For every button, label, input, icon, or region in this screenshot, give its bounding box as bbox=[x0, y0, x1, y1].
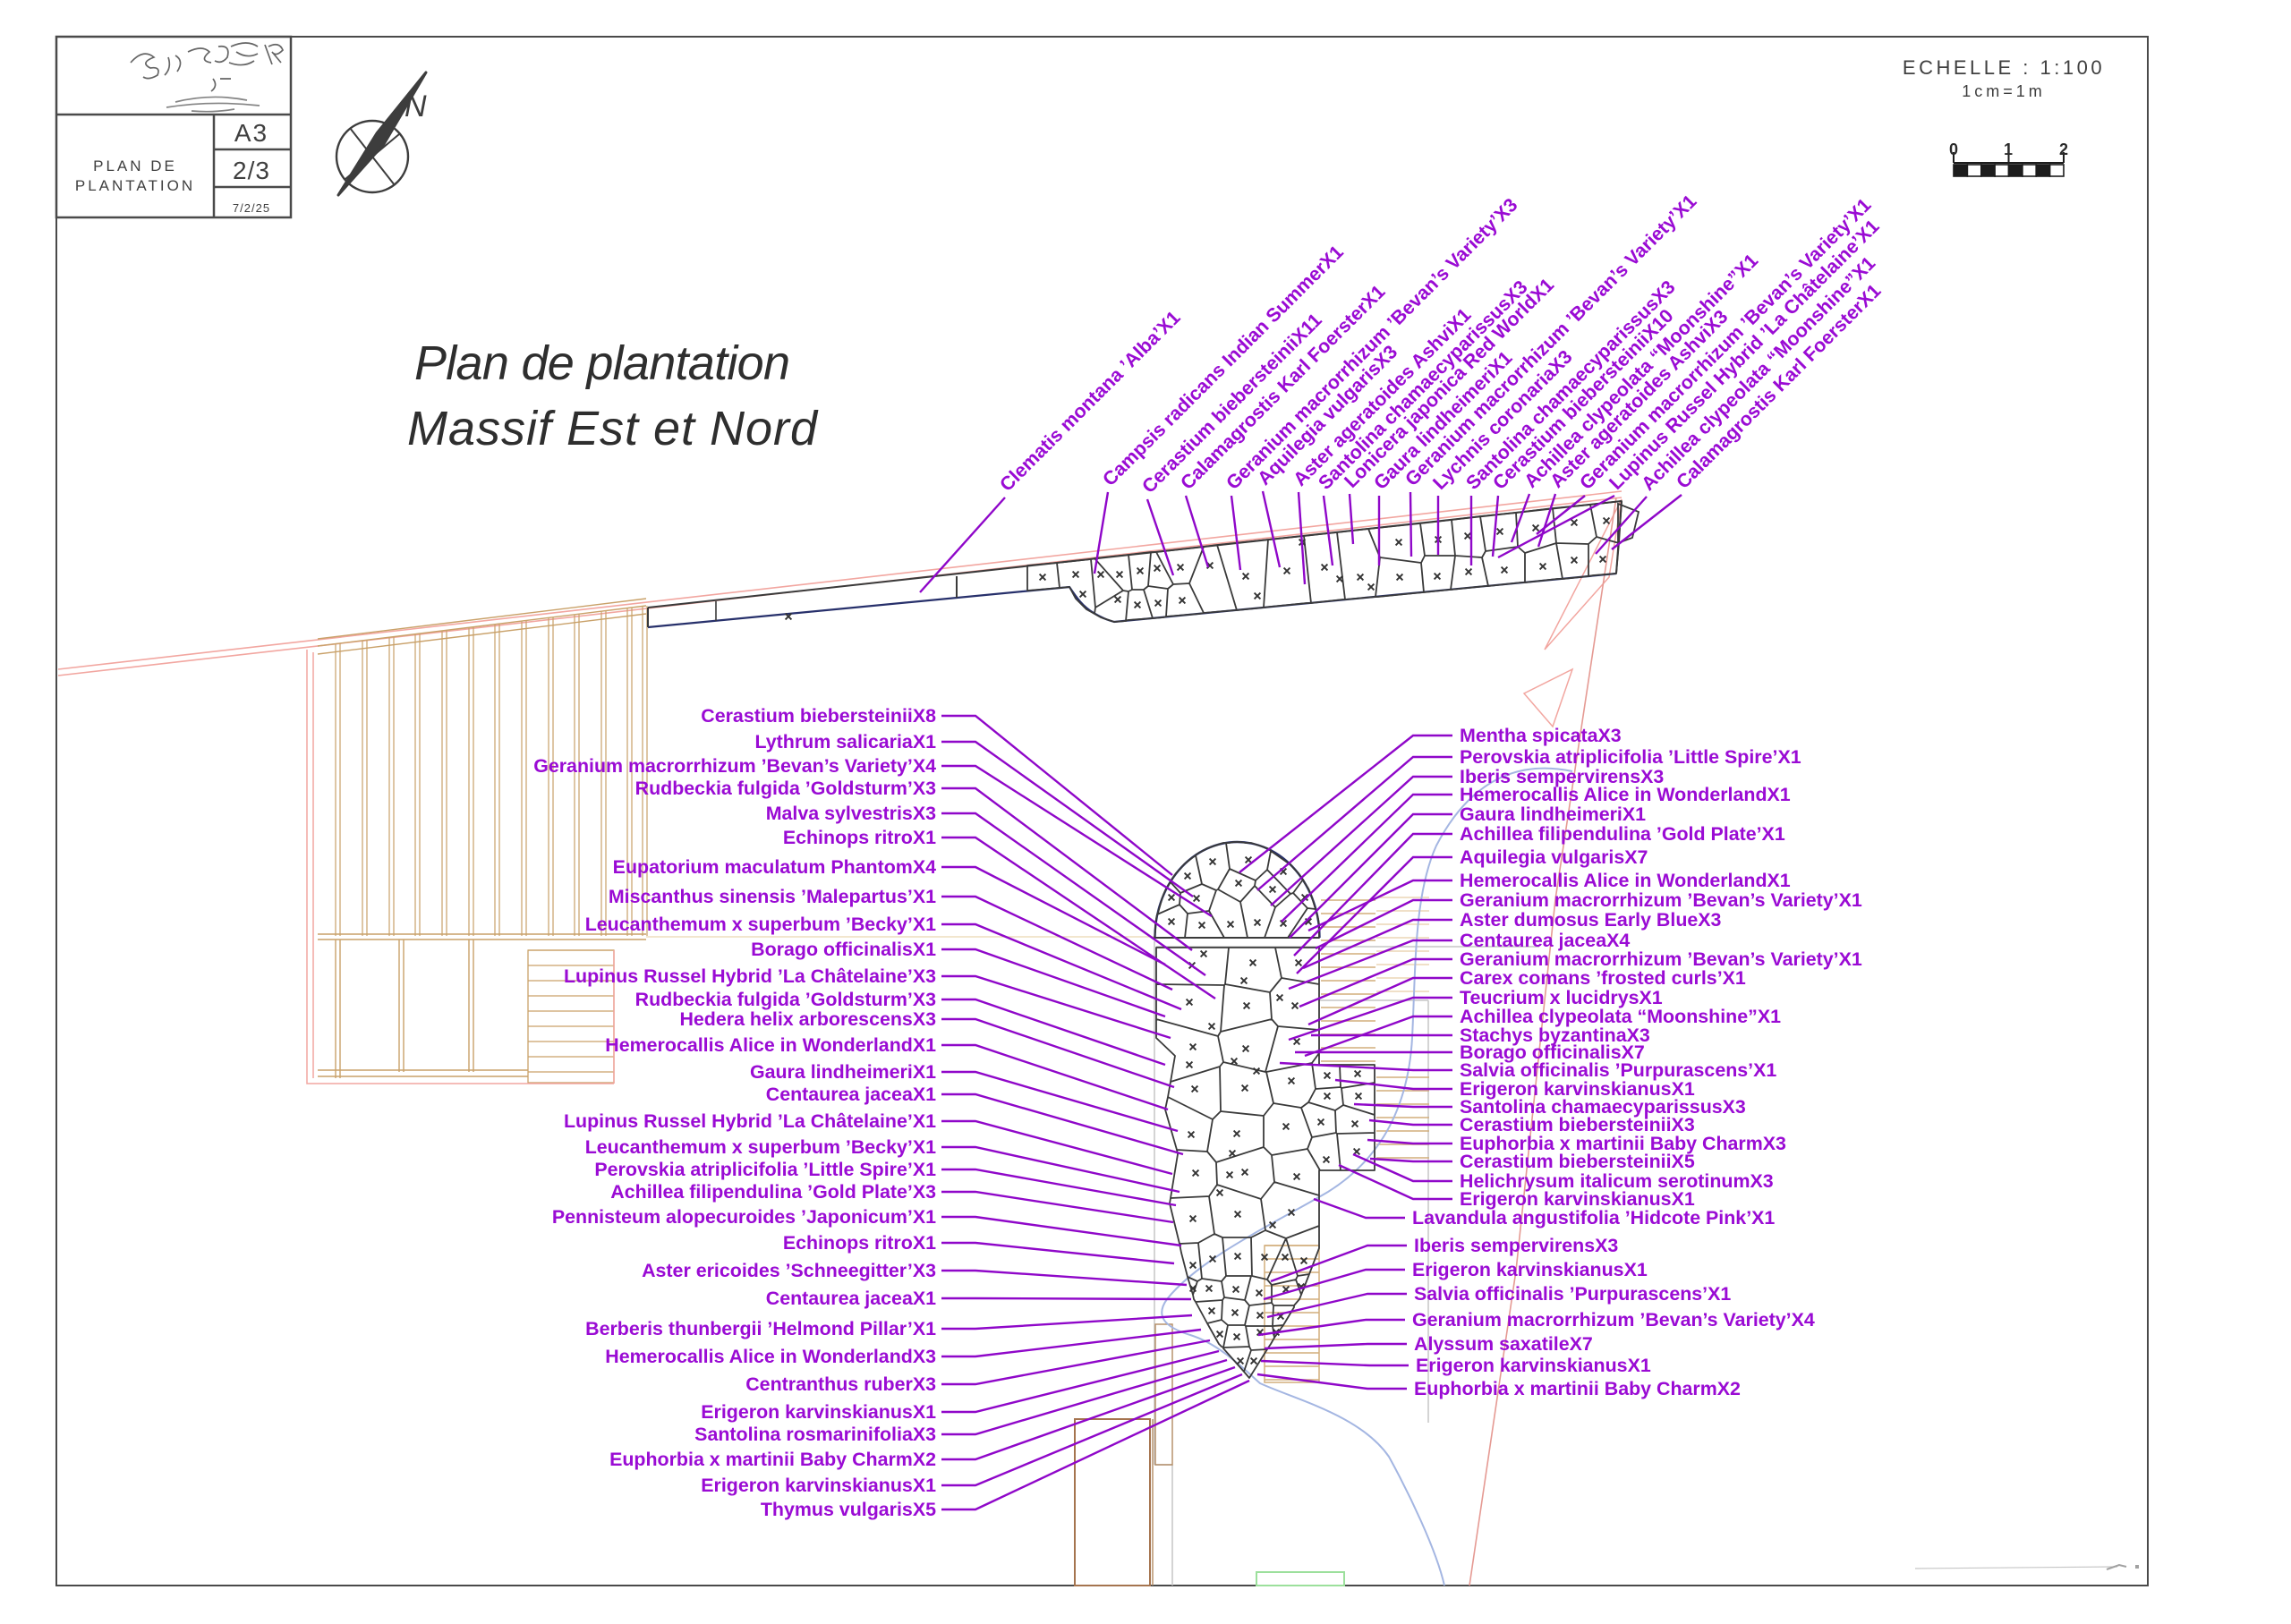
svg-text:Geranium macrorrhizum ’Bevan’s: Geranium macrorrhizum ’Bevan’s Variety’X… bbox=[1460, 889, 1862, 911]
svg-text:Erigeron karvinskianusX1: Erigeron karvinskianusX1 bbox=[1416, 1355, 1651, 1376]
svg-text:Lupinus Russel Hybrid ’La Chât: Lupinus Russel Hybrid ’La Châtelaine’X1 bbox=[564, 1110, 936, 1132]
svg-text:Echinops ritroX1: Echinops ritroX1 bbox=[783, 1232, 936, 1254]
svg-text:Berberis thunbergii ’Helmond P: Berberis thunbergii ’Helmond Pillar’X1 bbox=[585, 1318, 936, 1339]
svg-text:Euphorbia x martinii Baby Char: Euphorbia x martinii Baby CharmX2 bbox=[609, 1449, 936, 1470]
svg-text:Achillea filipendulina ’Gold P: Achillea filipendulina ’Gold Plate’X3 bbox=[610, 1181, 936, 1203]
svg-text:Pennisteum alopecuroides ’Japo: Pennisteum alopecuroides ’Japonicum’X1 bbox=[552, 1206, 936, 1228]
svg-text:Massif Est et Nord: Massif Est et Nord bbox=[407, 402, 819, 455]
svg-text:Geranium macrorrhizum ’Bevan’s: Geranium macrorrhizum ’Bevan’s Variety’X… bbox=[533, 755, 936, 777]
svg-text:Centaurea jaceaX1: Centaurea jaceaX1 bbox=[766, 1288, 936, 1309]
svg-text:0: 0 bbox=[1949, 140, 1958, 158]
svg-text:Echinops ritroX1: Echinops ritroX1 bbox=[783, 827, 936, 848]
svg-text:1cm=1m: 1cm=1m bbox=[1962, 82, 2046, 100]
svg-text:2: 2 bbox=[2059, 140, 2068, 158]
svg-text:Borago officinalisX7: Borago officinalisX7 bbox=[1460, 1042, 1645, 1063]
svg-text:1: 1 bbox=[2004, 140, 2013, 158]
svg-text:Lupinus Russel Hybrid ’La Chât: Lupinus Russel Hybrid ’La Châtelaine’X3 bbox=[564, 965, 936, 987]
svg-text:Cerastium biebersteiniiX8: Cerastium biebersteiniiX8 bbox=[701, 705, 936, 727]
svg-text:Gaura lindheimeriX1: Gaura lindheimeriX1 bbox=[1460, 803, 1646, 825]
svg-text:Salvia officinalis ’Purpurasce: Salvia officinalis ’Purpurascens’X1 bbox=[1414, 1283, 1731, 1305]
svg-text:Erigeron karvinskianusX1: Erigeron karvinskianusX1 bbox=[1460, 1188, 1695, 1210]
svg-text:Erigeron karvinskianusX1: Erigeron karvinskianusX1 bbox=[701, 1401, 936, 1423]
svg-text:Lavandula angustifolia ’Hidcot: Lavandula angustifolia ’Hidcote Pink’X1 bbox=[1412, 1207, 1775, 1229]
svg-text:7/2/25: 7/2/25 bbox=[233, 201, 270, 215]
svg-text:Cerastium biebersteiniiX5: Cerastium biebersteiniiX5 bbox=[1460, 1151, 1695, 1172]
svg-text:Geranium macrorrhizum ’Bevan’s: Geranium macrorrhizum ’Bevan’s Variety’X… bbox=[1460, 948, 1862, 970]
svg-text:Plan de plantation: Plan de plantation bbox=[414, 336, 790, 390]
svg-text:PLANTATION: PLANTATION bbox=[75, 177, 195, 194]
svg-text:Perovskia atriplicifolia ’Litt: Perovskia atriplicifolia ’Little Spire’X… bbox=[1460, 746, 1801, 768]
svg-text:Hemerocallis Alice in Wonderla: Hemerocallis Alice in WonderlandX3 bbox=[605, 1346, 936, 1367]
svg-text:A3: A3 bbox=[234, 119, 268, 147]
svg-text:Teucrium x lucidrysX1: Teucrium x lucidrysX1 bbox=[1460, 987, 1663, 1008]
svg-text:Rudbeckia fulgida ’Goldsturm’X: Rudbeckia fulgida ’Goldsturm’X3 bbox=[635, 778, 936, 799]
svg-text:Hedera helix arborescensX3: Hedera helix arborescensX3 bbox=[679, 1008, 936, 1030]
svg-text:Perovskia atriplicifolia ’Litt: Perovskia atriplicifolia ’Little Spire’X… bbox=[594, 1159, 936, 1180]
svg-text:Achillea filipendulina ’Gold P: Achillea filipendulina ’Gold Plate’X1 bbox=[1460, 823, 1785, 845]
svg-text:Aster dumosus Early BlueX3: Aster dumosus Early BlueX3 bbox=[1460, 909, 1722, 931]
svg-text:Rudbeckia fulgida ’Goldsturm’X: Rudbeckia fulgida ’Goldsturm’X3 bbox=[635, 989, 936, 1010]
svg-text:Geranium macrorrhizum ’Bevan’s: Geranium macrorrhizum ’Bevan’s Variety’X… bbox=[1412, 1309, 1815, 1331]
svg-text:Euphorbia x martinii Baby Char: Euphorbia x martinii Baby CharmX3 bbox=[1460, 1133, 1786, 1154]
svg-text:Erigeron karvinskianusX1: Erigeron karvinskianusX1 bbox=[701, 1475, 936, 1496]
svg-text:Borago officinalisX1: Borago officinalisX1 bbox=[751, 939, 936, 960]
svg-text:Hemerocallis Alice in Wonderla: Hemerocallis Alice in WonderlandX1 bbox=[605, 1034, 936, 1056]
svg-text:Lythrum salicariaX1: Lythrum salicariaX1 bbox=[754, 731, 936, 752]
svg-text:ECHELLE : 1:100: ECHELLE : 1:100 bbox=[1903, 56, 2105, 79]
svg-text:Santolina rosmarinifoliaX3: Santolina rosmarinifoliaX3 bbox=[694, 1424, 936, 1445]
svg-text:Malva sylvestrisX3: Malva sylvestrisX3 bbox=[766, 803, 936, 824]
svg-text:Helichrysum italicum serotinum: Helichrysum italicum serotinumX3 bbox=[1460, 1170, 1774, 1192]
svg-text:Aquilegia vulgarisX7: Aquilegia vulgarisX7 bbox=[1460, 846, 1648, 868]
svg-text:Thymus vulgarisX5: Thymus vulgarisX5 bbox=[761, 1499, 936, 1520]
svg-text:Centaurea jaceaX1: Centaurea jaceaX1 bbox=[766, 1084, 936, 1105]
svg-text:Hemerocallis Alice in Wonderla: Hemerocallis Alice in WonderlandX1 bbox=[1460, 784, 1791, 805]
svg-text:Stachys byzantinaX3: Stachys byzantinaX3 bbox=[1460, 1025, 1650, 1046]
svg-text:Gaura lindheimeriX1: Gaura lindheimeriX1 bbox=[750, 1061, 936, 1083]
svg-text:Leucanthemum x superbum ’Becky: Leucanthemum x superbum ’Becky’X1 bbox=[585, 1136, 936, 1158]
svg-text:Eupatorium maculatum PhantomX4: Eupatorium maculatum PhantomX4 bbox=[613, 856, 936, 878]
svg-text:Centaurea jaceaX4: Centaurea jaceaX4 bbox=[1460, 930, 1630, 951]
svg-text:N: N bbox=[405, 89, 427, 123]
svg-text:Iberis sempervirensX3: Iberis sempervirensX3 bbox=[1414, 1235, 1618, 1256]
svg-text:Carex comans ’frosted curls’X1: Carex comans ’frosted curls’X1 bbox=[1460, 967, 1746, 989]
svg-text:Centranthus ruberX3: Centranthus ruberX3 bbox=[745, 1373, 936, 1395]
svg-text:Salvia officinalis ’Purpurasce: Salvia officinalis ’Purpurascens’X1 bbox=[1460, 1059, 1776, 1081]
svg-text:PLAN DE: PLAN DE bbox=[93, 157, 177, 174]
svg-text:Euphorbia x martinii Baby Char: Euphorbia x martinii Baby CharmX2 bbox=[1414, 1378, 1741, 1399]
svg-text:Leucanthemum x superbum ’Becky: Leucanthemum x superbum ’Becky’X1 bbox=[585, 914, 936, 935]
svg-text:Miscanthus sinensis ’Malepartu: Miscanthus sinensis ’Malepartus’X1 bbox=[609, 886, 936, 907]
svg-text:Alyssum saxatileX7: Alyssum saxatileX7 bbox=[1414, 1333, 1593, 1355]
svg-text:Achillea clypeolata “Moonshine: Achillea clypeolata “Moonshine”X1 bbox=[1460, 1006, 1781, 1027]
svg-text:Erigeron karvinskianusX1: Erigeron karvinskianusX1 bbox=[1412, 1259, 1648, 1280]
svg-text:Cerastium biebersteiniiX3: Cerastium biebersteiniiX3 bbox=[1460, 1114, 1695, 1135]
svg-text:Hemerocallis Alice in Wonderla: Hemerocallis Alice in WonderlandX1 bbox=[1460, 870, 1791, 891]
svg-text:Mentha spicataX3: Mentha spicataX3 bbox=[1460, 725, 1622, 746]
svg-text:Erigeron karvinskianusX1: Erigeron karvinskianusX1 bbox=[1460, 1078, 1695, 1100]
svg-text:Aster ericoides ’Schneegitter’: Aster ericoides ’Schneegitter’X3 bbox=[642, 1260, 936, 1281]
svg-text:Santolina chamaecyparissusX3: Santolina chamaecyparissusX3 bbox=[1460, 1096, 1746, 1118]
svg-text:2/3: 2/3 bbox=[233, 157, 270, 184]
svg-text:Iberis sempervirensX3: Iberis sempervirensX3 bbox=[1460, 766, 1664, 787]
